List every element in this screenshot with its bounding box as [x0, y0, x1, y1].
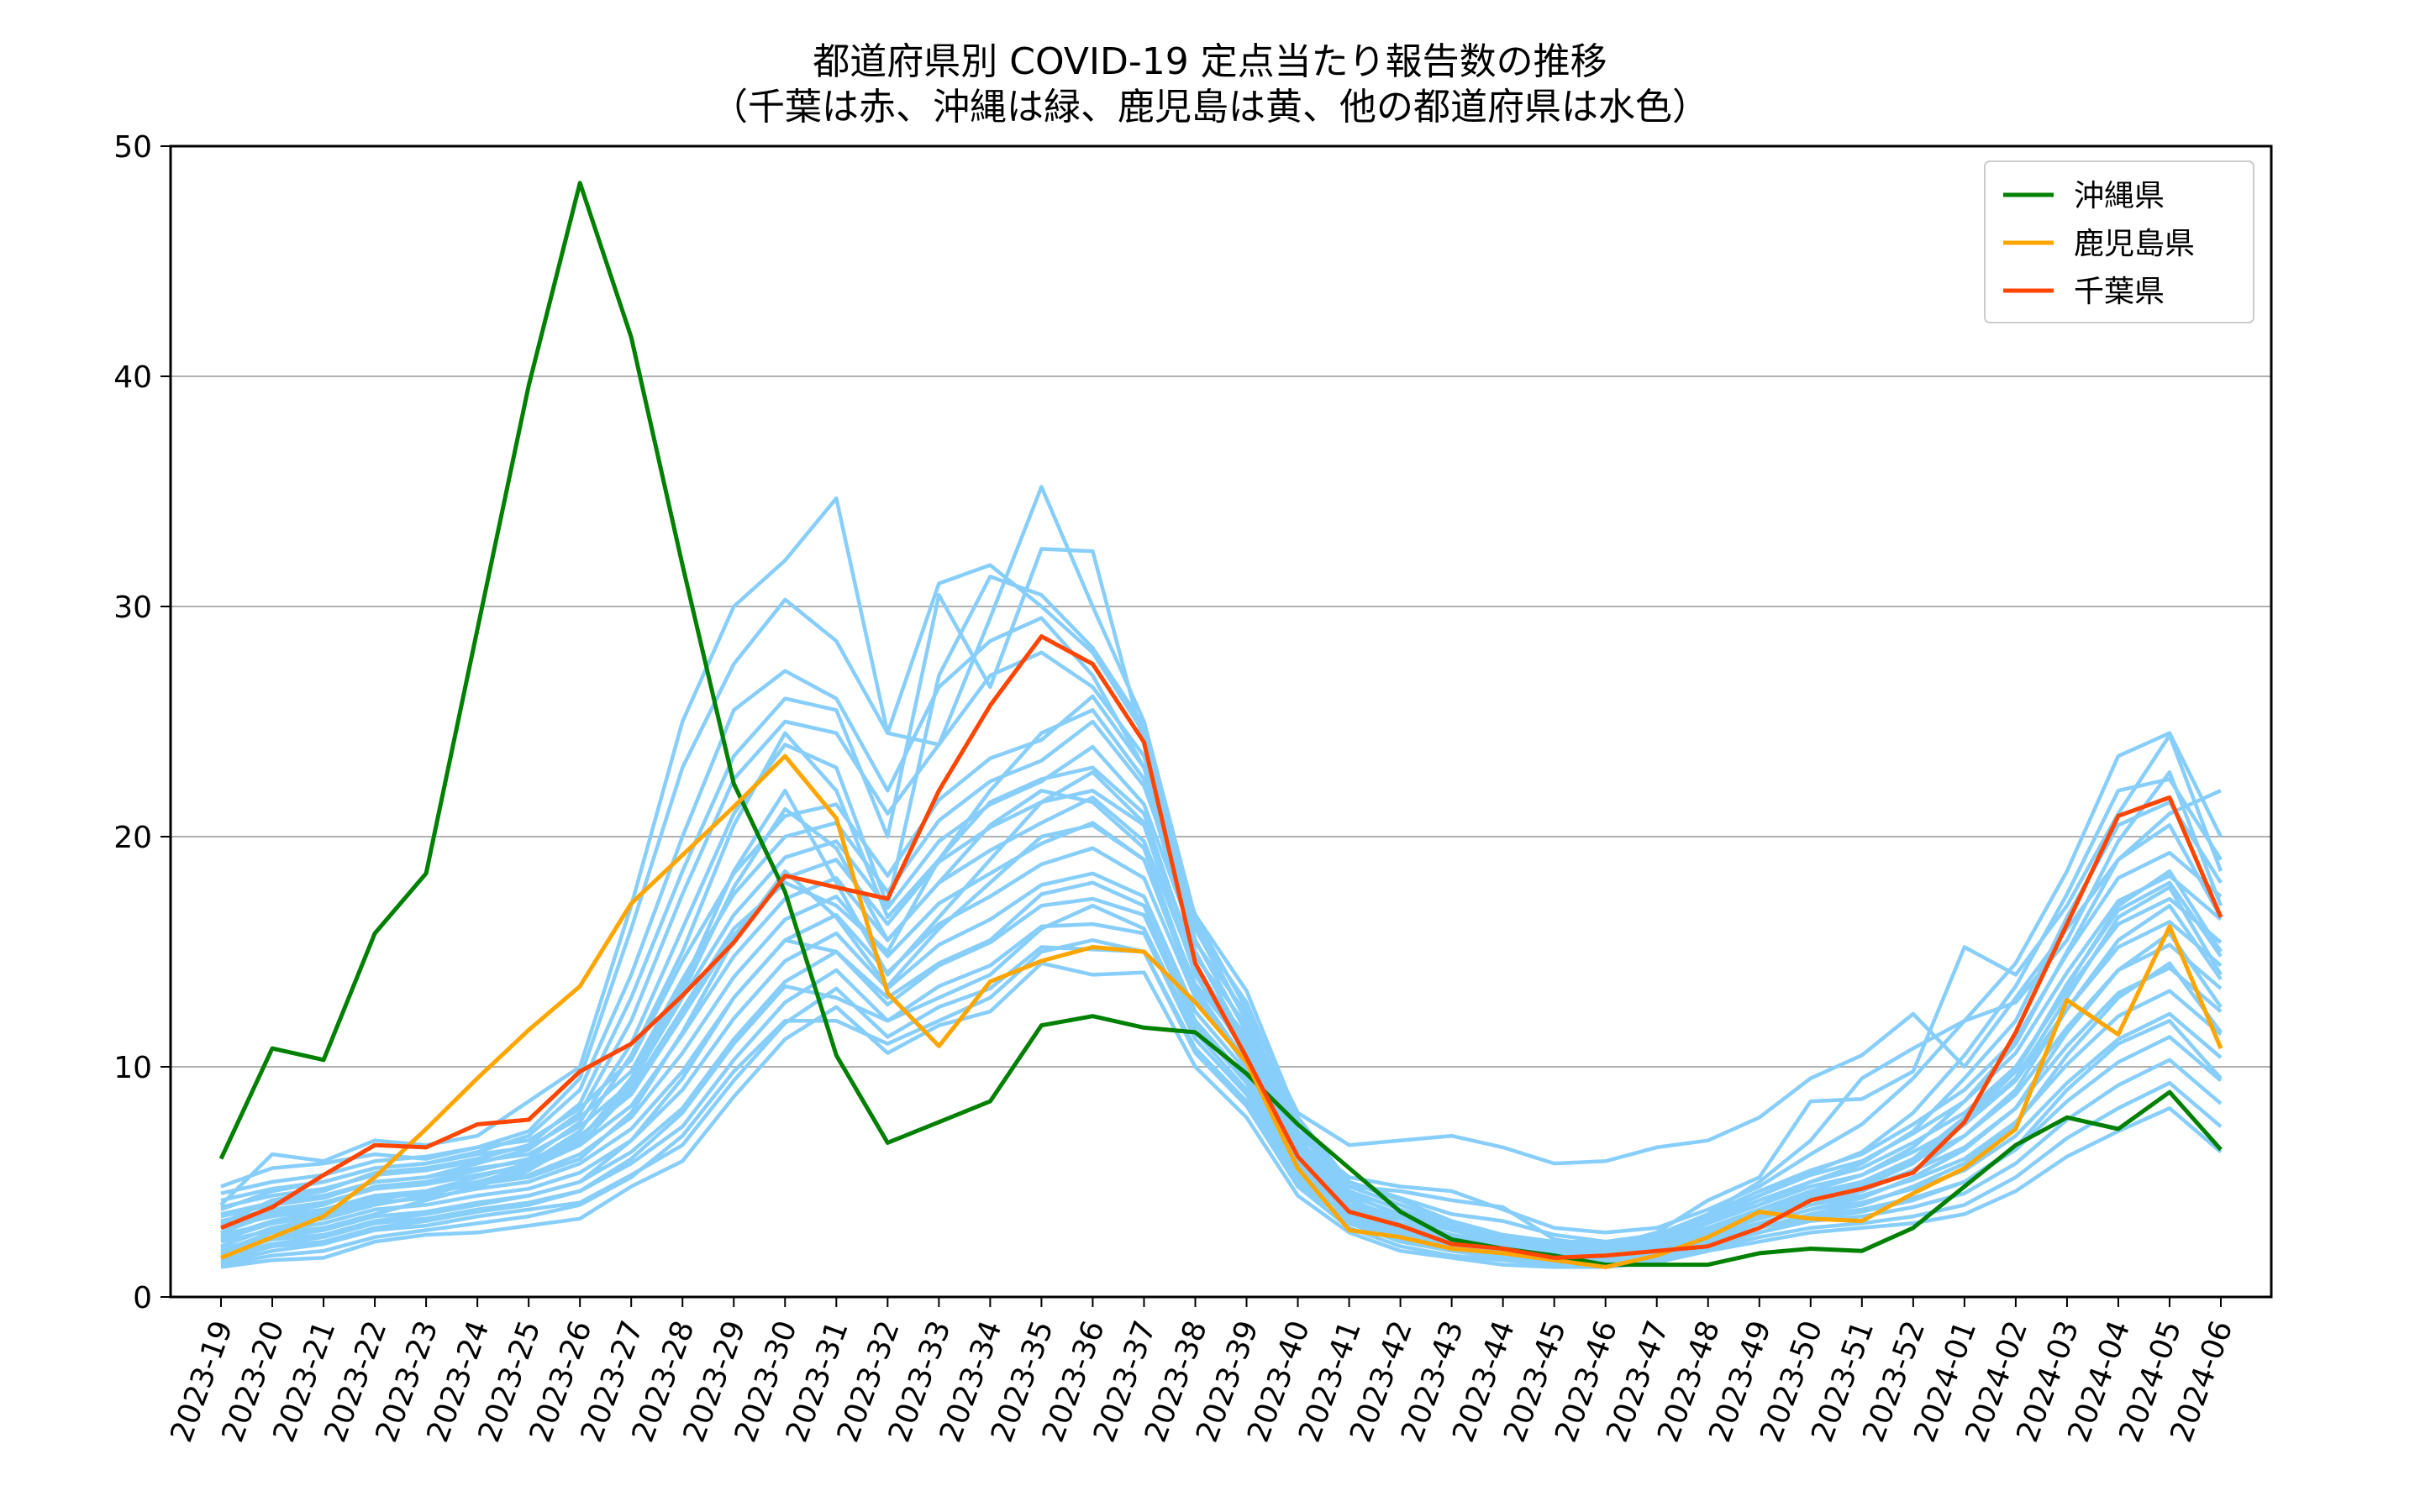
chart-title: 都道府県別 COVID-19 定点当たり報告数の推移 — [813, 40, 1607, 83]
other-prefecture-line — [220, 961, 2223, 1269]
other-prefecture-line — [220, 788, 2223, 1257]
highlighted-prefecture-lines — [218, 181, 2223, 1269]
other-prefecture-line — [220, 903, 2223, 1263]
series-line — [218, 181, 2223, 1268]
plot-frame — [169, 144, 2273, 1299]
other-prefecture-line — [219, 485, 2222, 1207]
y-tick-label: 50 — [113, 130, 152, 165]
y-tick-label: 30 — [113, 591, 152, 625]
other-prefecture-line — [220, 575, 2223, 1244]
y-axis-ticks: 0 10 20 30 40 50 — [113, 130, 171, 1315]
y-tick-label: 40 — [113, 360, 152, 395]
legend-label: 鹿児島県 — [2074, 227, 2195, 261]
other-prefecture-line — [220, 547, 2223, 1248]
y-tick-label: 0 — [133, 1281, 152, 1315]
series-line — [220, 753, 2223, 1269]
legend-label: 沖縄県 — [2074, 179, 2165, 213]
other-prefecture-line — [220, 945, 2223, 1267]
legend-label: 千葉県 — [2074, 275, 2165, 309]
other-prefecture-line — [220, 765, 2223, 1256]
chart-subtitle: （千葉は赤、沖縄は緑、鹿児島は黄、他の都道府県は水色） — [711, 86, 1709, 129]
legend-box — [1984, 160, 2254, 323]
other-prefecture-line — [220, 616, 2223, 1251]
y-tick-label: 20 — [113, 821, 152, 855]
y-tick-label: 10 — [113, 1051, 152, 1085]
series-line — [220, 634, 2223, 1260]
other-prefecture-line — [220, 880, 2223, 1260]
